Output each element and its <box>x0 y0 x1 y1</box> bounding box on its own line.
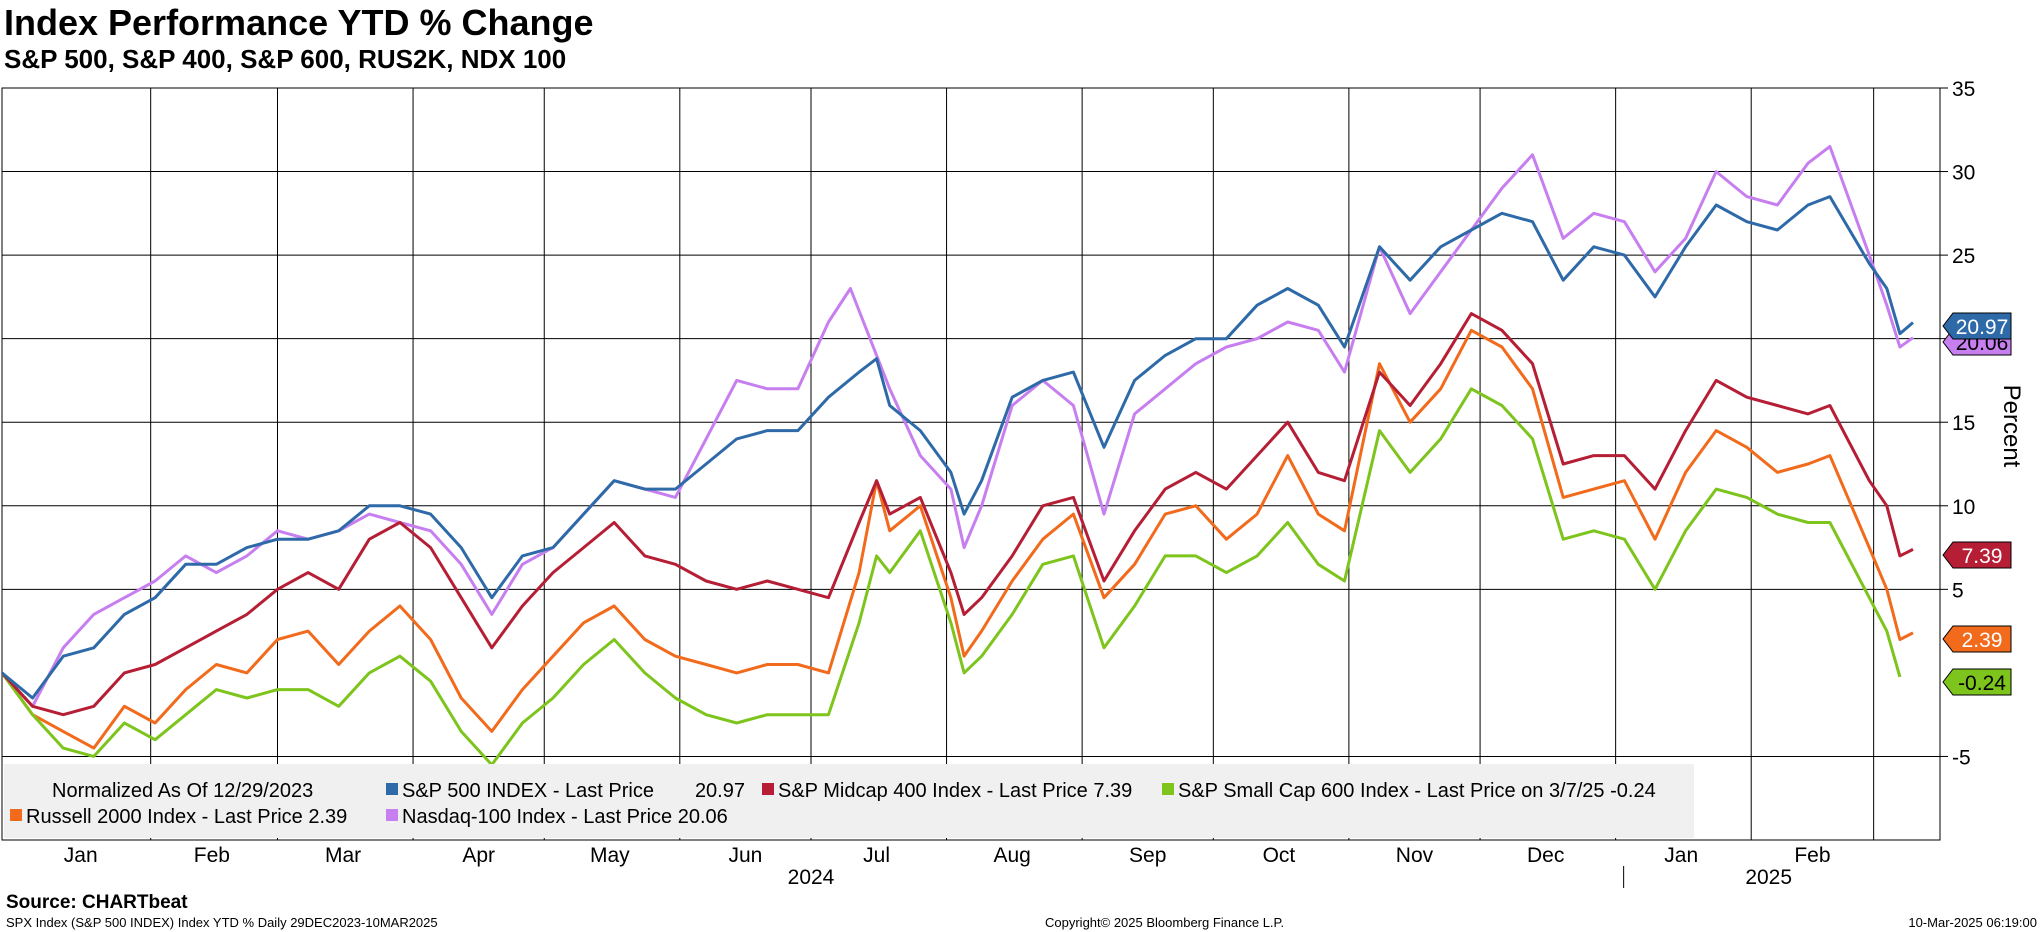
year-label: 2025 <box>1745 866 1792 889</box>
y-tick-label: 25 <box>1952 245 1975 268</box>
last-value-text: 2.39 <box>1962 629 2003 652</box>
y-axis-label: Percent <box>1998 385 2025 468</box>
last-value-tag <box>1942 625 2012 653</box>
series-line <box>1 195 1914 700</box>
y-tick-label: 35 <box>1952 78 1975 101</box>
gridlines <box>1 87 1941 841</box>
last-value-tag <box>1942 312 2012 340</box>
y-tick-label: 10 <box>1952 496 1975 519</box>
footer-info: SPX Index (S&P 500 INDEX) Index YTD % Da… <box>6 915 438 930</box>
x-tick-label: Mar <box>325 844 361 867</box>
x-tick-label: Jun <box>728 844 762 867</box>
x-tick-label: Feb <box>1794 844 1830 867</box>
y-tick-label: -5 <box>1952 746 1971 769</box>
legend-label: S&P 500 INDEX - Last Price <box>402 780 654 802</box>
series-lines <box>0 145 1914 767</box>
x-tick-label: May <box>590 844 630 867</box>
x-tick-label: Apr <box>462 844 495 867</box>
footer-copyright: Copyright© 2025 Bloomberg Finance L.P. <box>1045 915 1285 930</box>
legend-label: Russell 2000 Index - Last Price 2.39 <box>26 806 347 828</box>
chart-title: Index Performance YTD % Change <box>4 2 594 43</box>
x-tick-label: Sep <box>1129 844 1166 867</box>
legend-label: S&P Small Cap 600 Index - Last Price on … <box>1178 780 1656 802</box>
year-label: 2024 <box>788 866 835 889</box>
legend-swatch <box>1162 783 1174 795</box>
legend-box <box>4 764 1694 838</box>
x-tick-label: Feb <box>194 844 230 867</box>
x-tick-label: Jan <box>1664 844 1698 867</box>
x-tick-label: Jan <box>64 844 98 867</box>
legend-label: S&P Midcap 400 Index - Last Price 7.39 <box>778 780 1132 802</box>
legend-swatch <box>762 783 774 795</box>
series-line <box>0 328 1914 750</box>
last-value-text: 7.39 <box>1962 545 2003 568</box>
x-tick-label: Jul <box>863 844 890 867</box>
y-tick-label: 15 <box>1952 412 1975 435</box>
legend-swatch <box>386 809 398 821</box>
footer-timestamp: 10-Mar-2025 06:19:00 <box>1908 915 2037 930</box>
x-tick-label: Aug <box>993 844 1030 867</box>
legend: Normalized As Of 12/29/2023 S&P 500 INDEX… <box>4 764 1694 838</box>
last-value-tag <box>1942 668 2012 696</box>
legend-swatch <box>386 783 398 795</box>
y-tick-label: 5 <box>1952 579 1964 602</box>
legend-swatch <box>10 809 22 821</box>
legend-note: Normalized As Of 12/29/2023 <box>52 780 313 802</box>
legend-label: Nasdaq-100 Index - Last Price 20.06 <box>402 806 728 828</box>
legend-value: 20.97 <box>695 780 745 802</box>
x-tick-label: Dec <box>1527 844 1564 867</box>
last-value-text: 20.97 <box>1956 316 2009 339</box>
source-note: Source: CHARTbeat <box>6 892 188 913</box>
y-tick-label: 30 <box>1952 162 1975 185</box>
last-value-text: -0.24 <box>1958 672 2006 695</box>
chart-subtitle: S&P 500, S&P 400, S&P 600, RUS2K, NDX 10… <box>4 44 567 74</box>
plot-frame <box>1 87 1941 841</box>
x-tick-label: Oct <box>1263 844 1296 867</box>
series-line <box>0 312 1914 717</box>
last-value-tag <box>1942 541 2012 569</box>
x-tick-label: Nov <box>1396 844 1434 867</box>
series-line <box>0 387 1902 767</box>
